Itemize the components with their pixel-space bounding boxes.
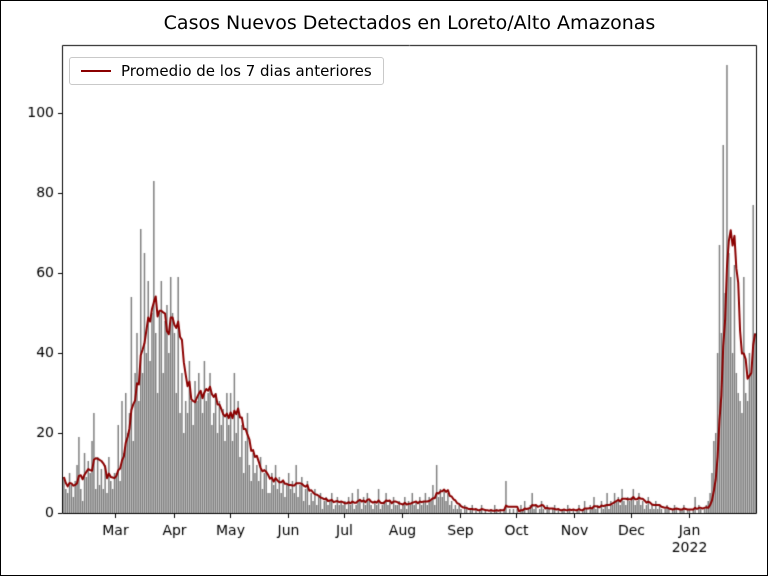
legend-line-sample <box>81 70 111 72</box>
chart-title: Casos Nuevos Detectados en Loreto/Alto A… <box>163 12 656 34</box>
legend: Promedio de los 7 dias anteriores <box>69 57 384 85</box>
legend-label: Promedio de los 7 dias anteriores <box>121 62 372 80</box>
